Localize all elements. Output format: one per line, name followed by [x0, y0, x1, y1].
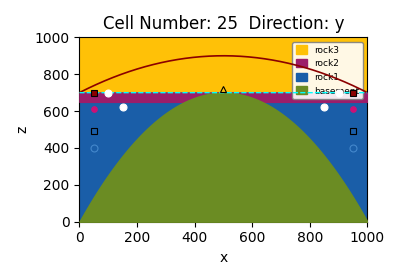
Legend: rock3, rock2, rock1, basement: rock3, rock2, rock1, basement: [292, 42, 363, 99]
X-axis label: x: x: [219, 251, 228, 265]
Title: Cell Number: 25  Direction: y: Cell Number: 25 Direction: y: [103, 15, 344, 33]
Y-axis label: z: z: [15, 126, 29, 133]
